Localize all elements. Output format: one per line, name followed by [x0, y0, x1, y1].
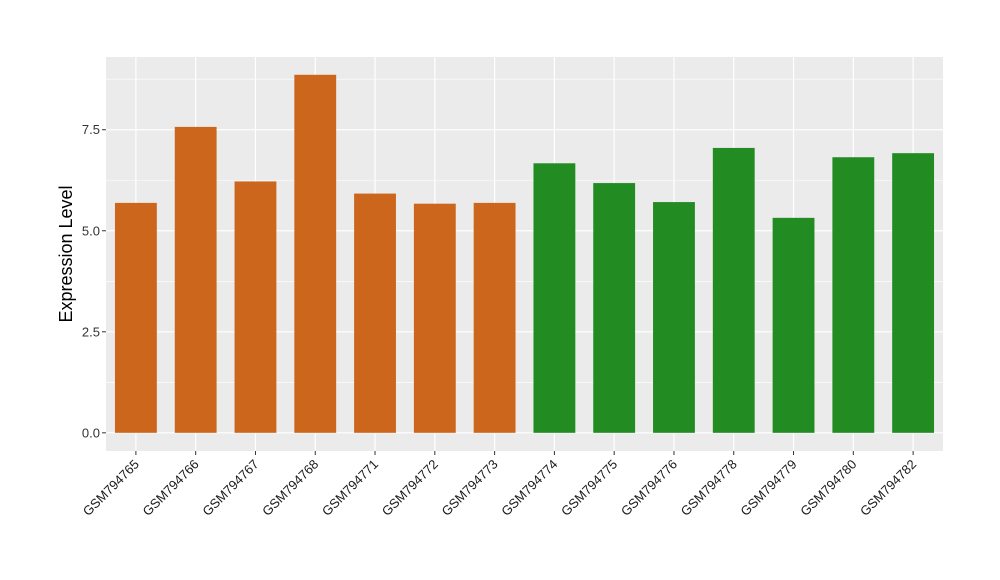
x-tick-label: GSM794774: [498, 457, 560, 519]
bar-GSM794771: [354, 193, 396, 433]
bar-GSM794774: [533, 163, 576, 433]
x-tick-label: GSM794766: [140, 457, 202, 519]
x-tick-label: GSM794775: [558, 457, 620, 519]
y-tick-label: 7.5: [82, 122, 100, 137]
bar-GSM794782: [892, 153, 935, 433]
x-tick-label: GSM794779: [737, 457, 799, 519]
x-tick-label: GSM794776: [618, 457, 680, 519]
bar-GSM794778: [712, 147, 755, 433]
bar-GSM794767: [234, 181, 277, 433]
y-tick-label: 5.0: [82, 223, 100, 238]
y-axis: 0.0 2.5 5.0 7.5: [82, 122, 106, 440]
x-axis: GSM794765GSM794766GSM794767GSM794768GSM7…: [80, 451, 919, 519]
bar-GSM794773: [473, 202, 516, 433]
y-tick-label: 2.5: [82, 324, 100, 339]
bar-GSM794776: [653, 202, 695, 433]
bar-GSM794772: [413, 203, 456, 433]
bar-GSM794768: [294, 74, 337, 433]
bar-GSM794779: [772, 217, 815, 433]
x-tick-label: GSM794773: [439, 457, 501, 519]
x-tick-label: GSM794772: [379, 457, 441, 519]
x-tick-label: GSM794771: [319, 457, 381, 519]
x-tick-label: GSM794768: [259, 457, 321, 519]
bars: [114, 74, 935, 433]
bar-GSM794765: [114, 202, 157, 433]
x-tick-label: GSM794782: [857, 457, 919, 519]
x-tick-label: GSM794780: [797, 457, 859, 519]
x-tick-label: GSM794765: [80, 457, 142, 519]
plot-panel: [106, 57, 943, 451]
x-tick-label: GSM794778: [678, 457, 740, 519]
bar-GSM794766: [174, 126, 217, 433]
bar-GSM794780: [832, 157, 875, 433]
bar-GSM794775: [593, 183, 636, 433]
x-tick-label: GSM794767: [199, 457, 261, 519]
y-tick-label: 0.0: [82, 425, 100, 440]
y-axis-title: Expression Level: [56, 185, 76, 322]
